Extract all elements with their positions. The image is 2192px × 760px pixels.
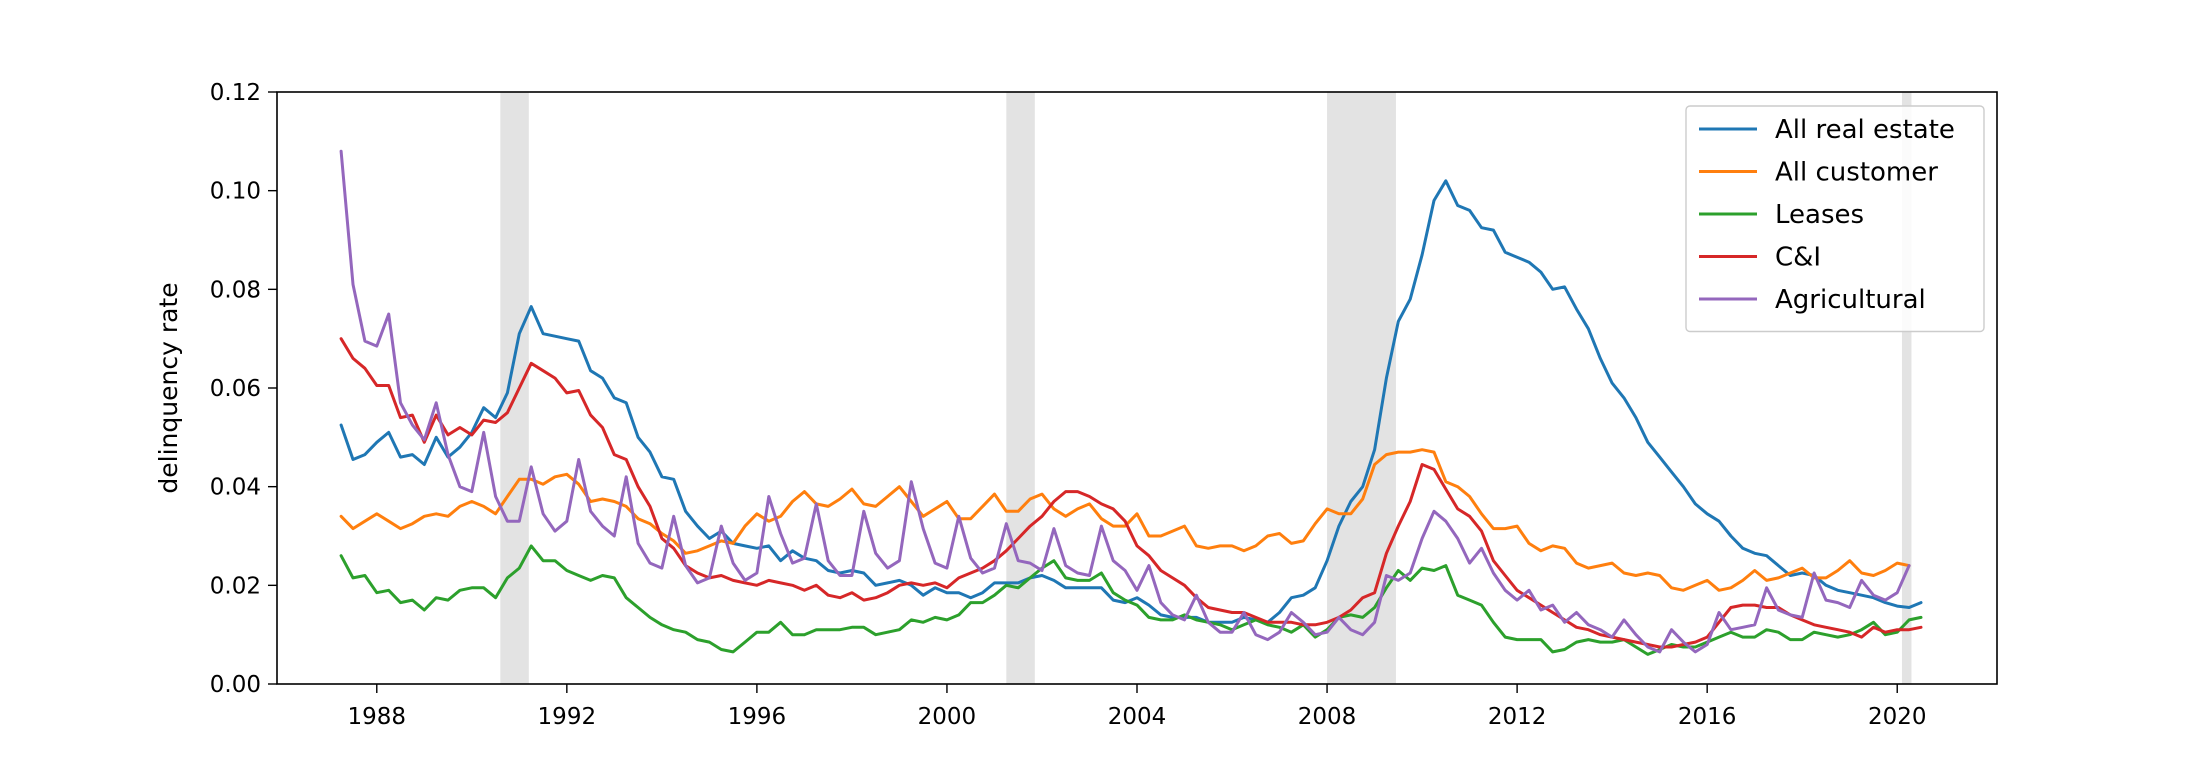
y-axis: 0.00 0.02 0.04 0.06 0.08 0.10 0.12	[210, 80, 277, 698]
legend-label-leases: Leases	[1775, 200, 1864, 230]
y-axis-label: delinquency rate	[154, 282, 183, 493]
y-tick-label: 0.10	[210, 179, 261, 205]
x-axis: 1988 1992 1996 2000 2004 2008 2012 2016 2020	[348, 684, 1927, 730]
recession-band-4	[1901, 92, 1912, 684]
y-tick-label: 0.12	[210, 80, 261, 106]
series-line-agricultural	[339, 149, 1911, 654]
legend-label-all-customer: All customer	[1775, 158, 1938, 188]
legend-label-all-real-estate: All real estate	[1775, 115, 1955, 145]
y-tick-label: 0.02	[210, 573, 261, 599]
x-tick-label: 2016	[1678, 704, 1737, 730]
series-line-c-i	[339, 337, 1923, 649]
legend-box	[1685, 105, 1985, 333]
x-tick-label: 2012	[1488, 704, 1547, 730]
series-lines	[339, 149, 1923, 656]
legend: All real estate All customer Leases C&I Agri…	[1685, 105, 1985, 333]
legend-label-agricultural: Agricultural	[1775, 285, 1926, 315]
legend-label-c-i: C&I	[1775, 243, 1821, 273]
series-line-all-customer	[339, 448, 1911, 592]
recession-band-2	[1006, 92, 1035, 684]
series-line-all-real-estate	[339, 179, 1923, 624]
x-tick-label: 1988	[348, 704, 407, 730]
x-tick-label: 1992	[538, 704, 597, 730]
y-tick-label: 0.06	[210, 376, 261, 402]
x-tick-label: 2004	[1108, 704, 1167, 730]
y-tick-label: 0.00	[210, 672, 261, 698]
x-tick-label: 2020	[1868, 704, 1927, 730]
x-tick-label: 2000	[918, 704, 977, 730]
x-tick-label: 1996	[728, 704, 787, 730]
y-tick-label: 0.04	[210, 475, 261, 501]
y-tick-label: 0.08	[210, 277, 261, 303]
x-tick-label: 2008	[1298, 704, 1357, 730]
recession-band-1	[500, 92, 529, 684]
